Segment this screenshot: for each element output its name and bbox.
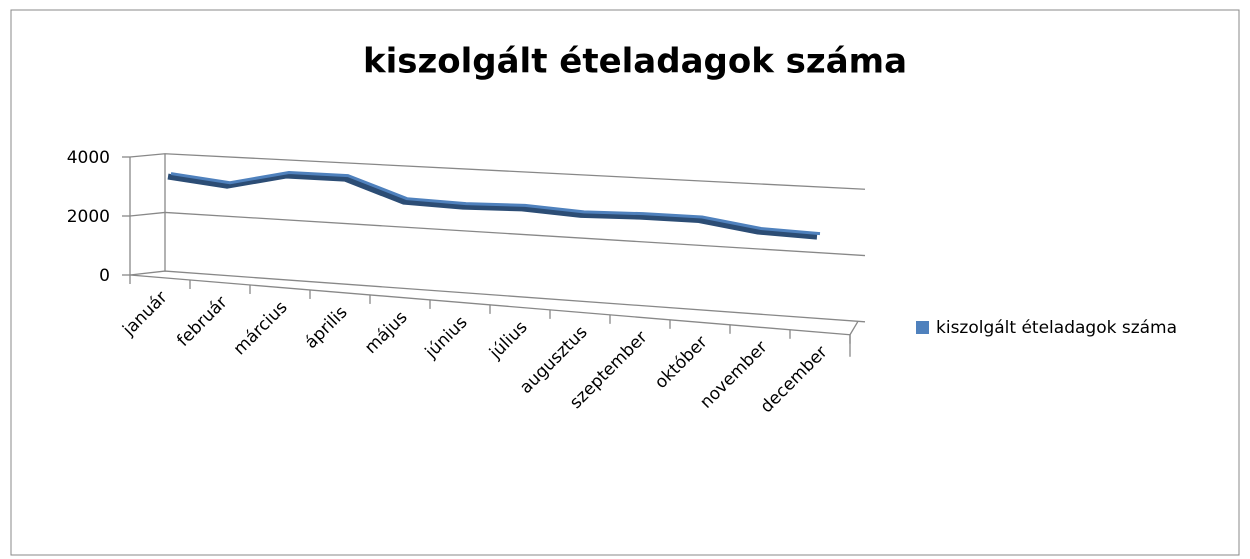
grid-line <box>129 270 866 323</box>
y-tick-label: 0 <box>99 266 110 286</box>
legend-label: kiszolgált ételadagok száma <box>936 318 1177 338</box>
y-tick-label: 2000 <box>67 207 110 227</box>
chart-border <box>10 9 1240 556</box>
y-tick-label: 4000 <box>67 148 110 168</box>
chart-title: kiszolgált ételadagok száma <box>363 42 907 82</box>
legend-swatch <box>916 321 929 334</box>
series-line <box>170 171 821 236</box>
floor-right <box>849 320 859 336</box>
series-ribbon-side <box>167 172 818 240</box>
